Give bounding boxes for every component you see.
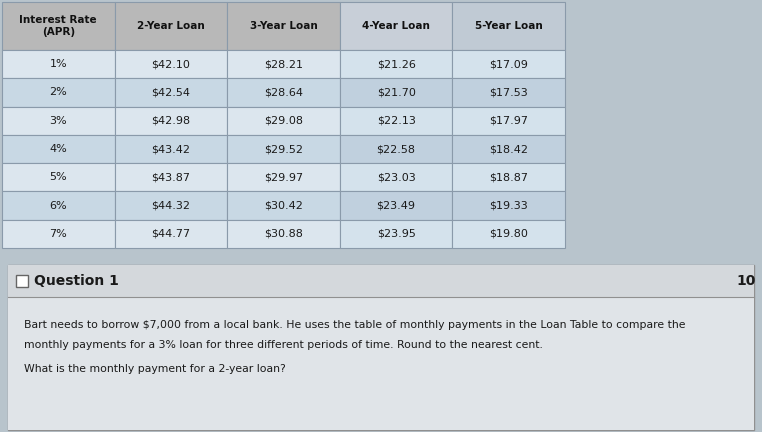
Text: $43.42: $43.42 <box>152 144 190 154</box>
Bar <box>453 107 565 135</box>
Text: $17.09: $17.09 <box>489 59 528 69</box>
Text: $19.33: $19.33 <box>489 200 528 210</box>
Text: Interest Rate
(APR): Interest Rate (APR) <box>20 15 97 37</box>
Text: 2-Year Loan: 2-Year Loan <box>137 21 205 31</box>
Bar <box>227 135 340 163</box>
Bar <box>16 275 28 287</box>
Bar <box>340 163 453 191</box>
Bar <box>114 107 227 135</box>
Bar <box>227 78 340 107</box>
Text: $17.97: $17.97 <box>489 116 528 126</box>
Text: $42.10: $42.10 <box>152 59 190 69</box>
Bar <box>2 78 114 107</box>
Text: $19.80: $19.80 <box>489 229 528 239</box>
Text: 5-Year Loan: 5-Year Loan <box>475 21 543 31</box>
Bar <box>453 163 565 191</box>
Text: Bart needs to borrow $7,000 from a local bank. He uses the table of monthly paym: Bart needs to borrow $7,000 from a local… <box>24 320 686 330</box>
Text: $44.77: $44.77 <box>152 229 190 239</box>
Bar <box>8 265 754 430</box>
Text: 4%: 4% <box>50 144 67 154</box>
Text: $23.95: $23.95 <box>376 229 415 239</box>
Text: $42.98: $42.98 <box>152 116 190 126</box>
Bar <box>114 50 227 78</box>
Text: 6%: 6% <box>50 200 67 210</box>
Bar <box>453 2 565 50</box>
Bar <box>227 191 340 220</box>
Bar <box>2 107 114 135</box>
Text: 5%: 5% <box>50 172 67 182</box>
Bar <box>2 163 114 191</box>
Text: $44.32: $44.32 <box>152 200 190 210</box>
Text: $29.97: $29.97 <box>264 172 303 182</box>
Text: $22.58: $22.58 <box>376 144 415 154</box>
Bar <box>227 50 340 78</box>
Text: $30.88: $30.88 <box>264 229 303 239</box>
Text: $28.64: $28.64 <box>264 87 303 98</box>
Bar <box>114 220 227 248</box>
Text: $21.70: $21.70 <box>376 87 415 98</box>
Text: $43.87: $43.87 <box>152 172 190 182</box>
Text: $23.03: $23.03 <box>376 172 415 182</box>
Bar <box>340 50 453 78</box>
Bar <box>227 163 340 191</box>
Bar <box>2 50 114 78</box>
Bar <box>2 135 114 163</box>
Bar <box>453 78 565 107</box>
Bar <box>340 2 453 50</box>
Bar <box>340 191 453 220</box>
Text: Question 1: Question 1 <box>34 274 119 288</box>
Bar <box>453 220 565 248</box>
Bar <box>227 107 340 135</box>
Bar <box>8 265 754 297</box>
Text: $23.49: $23.49 <box>376 200 415 210</box>
Text: 1%: 1% <box>50 59 67 69</box>
Bar <box>2 2 114 50</box>
Text: 10: 10 <box>737 274 756 288</box>
Text: 3-Year Loan: 3-Year Loan <box>250 21 318 31</box>
Bar <box>453 50 565 78</box>
Text: monthly payments for a 3% loan for three different periods of time. Round to the: monthly payments for a 3% loan for three… <box>24 340 543 350</box>
Text: 3%: 3% <box>50 116 67 126</box>
Text: $29.52: $29.52 <box>264 144 303 154</box>
Bar <box>227 220 340 248</box>
Text: $21.26: $21.26 <box>376 59 415 69</box>
Text: 4-Year Loan: 4-Year Loan <box>362 21 430 31</box>
Text: 7%: 7% <box>50 229 67 239</box>
Bar <box>340 107 453 135</box>
Text: $17.53: $17.53 <box>489 87 528 98</box>
Text: $18.87: $18.87 <box>489 172 528 182</box>
Text: $30.42: $30.42 <box>264 200 303 210</box>
Bar <box>340 220 453 248</box>
Bar <box>453 191 565 220</box>
Bar <box>114 191 227 220</box>
Bar <box>114 135 227 163</box>
Bar <box>2 191 114 220</box>
Text: What is the monthly payment for a 2-year loan?: What is the monthly payment for a 2-year… <box>24 364 286 374</box>
Bar <box>8 297 754 430</box>
Text: $18.42: $18.42 <box>489 144 528 154</box>
Bar <box>227 2 340 50</box>
Text: $22.13: $22.13 <box>376 116 415 126</box>
Bar <box>340 78 453 107</box>
Text: 2%: 2% <box>50 87 67 98</box>
Bar <box>340 135 453 163</box>
Text: $28.21: $28.21 <box>264 59 303 69</box>
Text: $29.08: $29.08 <box>264 116 303 126</box>
Text: $42.54: $42.54 <box>152 87 190 98</box>
Bar <box>453 135 565 163</box>
Bar <box>114 78 227 107</box>
Bar <box>114 2 227 50</box>
Bar <box>114 163 227 191</box>
Bar <box>2 220 114 248</box>
